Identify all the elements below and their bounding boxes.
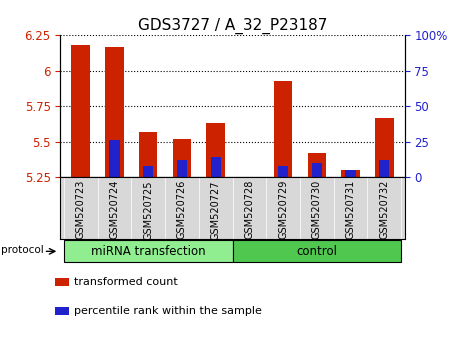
- Text: percentile rank within the sample: percentile rank within the sample: [74, 306, 262, 316]
- Title: GDS3727 / A_32_P23187: GDS3727 / A_32_P23187: [138, 18, 327, 34]
- Bar: [143, 166, 153, 177]
- Bar: [307, 153, 326, 177]
- Text: GSM520724: GSM520724: [109, 180, 120, 239]
- Bar: [105, 47, 124, 177]
- Bar: [109, 140, 120, 177]
- Bar: [139, 132, 158, 177]
- Text: GSM520723: GSM520723: [76, 180, 86, 239]
- FancyBboxPatch shape: [232, 240, 401, 263]
- Bar: [72, 45, 90, 177]
- Text: GSM520729: GSM520729: [278, 180, 288, 239]
- Bar: [55, 278, 69, 286]
- Text: GSM520725: GSM520725: [143, 180, 153, 240]
- Bar: [341, 170, 360, 177]
- Text: protocol: protocol: [1, 245, 44, 255]
- Text: GSM520731: GSM520731: [345, 180, 356, 239]
- Bar: [379, 160, 389, 177]
- Text: GSM520732: GSM520732: [379, 180, 389, 239]
- Text: GSM520727: GSM520727: [211, 180, 220, 240]
- Bar: [312, 163, 322, 177]
- Bar: [278, 166, 288, 177]
- Bar: [177, 160, 187, 177]
- Text: miRNA transfection: miRNA transfection: [91, 245, 206, 258]
- Bar: [55, 307, 69, 315]
- Bar: [274, 81, 292, 177]
- Text: GSM520730: GSM520730: [312, 180, 322, 239]
- Text: GSM520728: GSM520728: [245, 180, 254, 239]
- Bar: [345, 170, 356, 177]
- Text: control: control: [296, 245, 337, 258]
- Bar: [173, 139, 191, 177]
- FancyBboxPatch shape: [64, 240, 232, 263]
- Bar: [375, 118, 393, 177]
- Text: transformed count: transformed count: [74, 277, 178, 287]
- Bar: [211, 157, 221, 177]
- Bar: [206, 123, 225, 177]
- Text: GSM520726: GSM520726: [177, 180, 187, 239]
